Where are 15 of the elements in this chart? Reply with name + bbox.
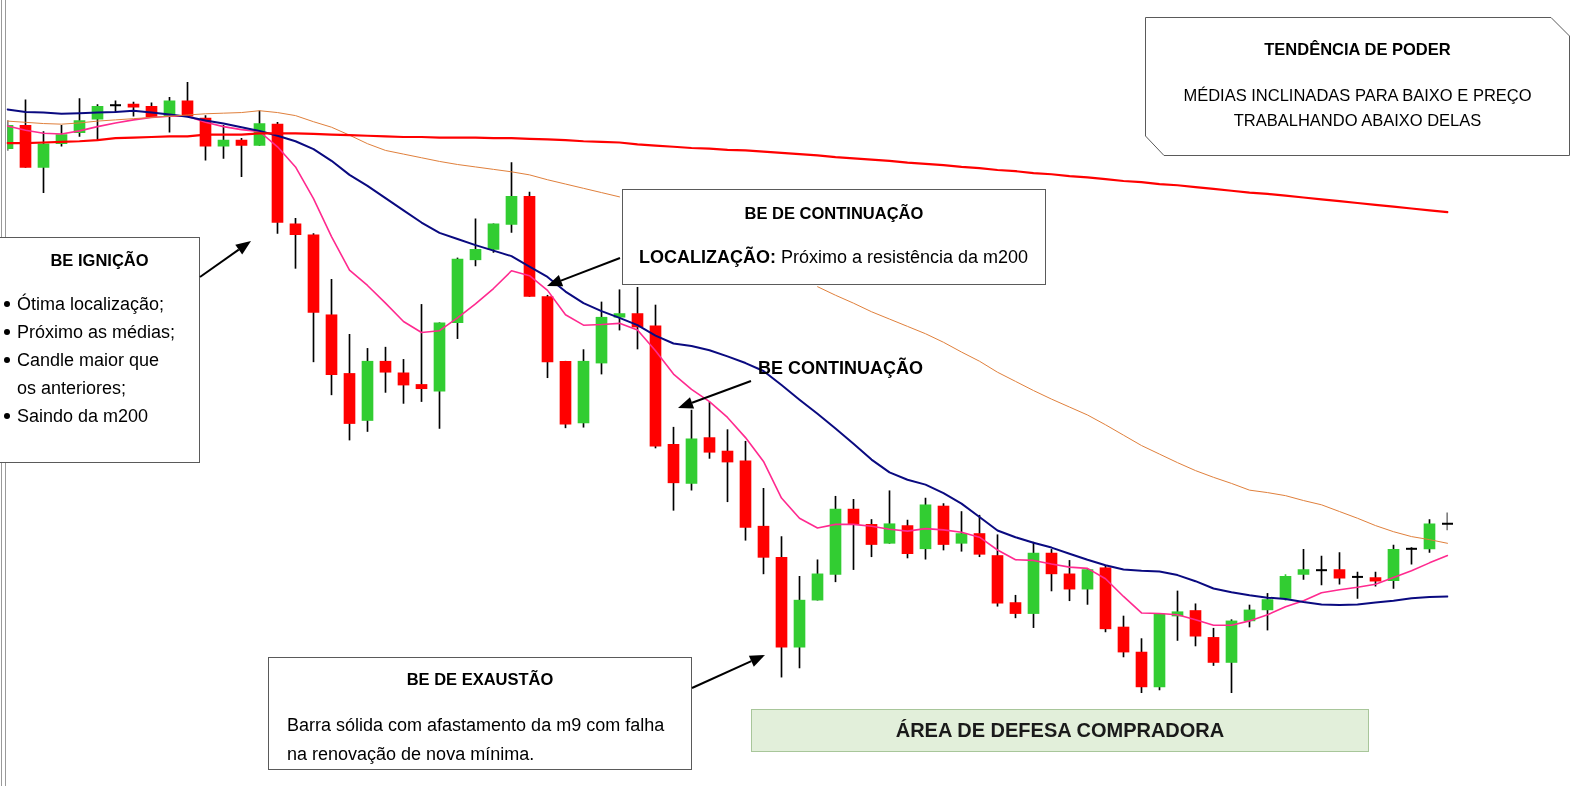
annotation: BE CONTINUAÇÃO [758, 358, 923, 378]
text-box: BE DE CONTINUAÇÃO LOCALIZAÇÃO: Próximo a resistência da m200 [622, 189, 1046, 285]
annotation: Candle maior que os anteriores; [17, 350, 160, 398]
annotation: BE DE EXAUSTÃO [406, 670, 554, 688]
text-box: BE DE EXAUSTÃO Barra sólida com afastamento da m9 com falha na renovação de nova mínima. [268, 657, 692, 770]
annotation: LOCALIZAÇÃO: [639, 247, 776, 267]
text-box: ÁREA DE DEFESA COMPRADORA [751, 709, 1369, 752]
annotation: Ótima localização; [17, 294, 165, 314]
text-box: TENDÊNCIA DE PODER MÉDIAS INCLINADAS PARA BAIXO E PREÇO TRABALHANDO ABAIXO DELAS [1145, 17, 1570, 156]
annotation: BE DE CONTINUAÇÃO [744, 204, 924, 222]
annotation: BE IGNIÇÃO [50, 251, 149, 269]
annotation: Próximo a resistência da m200 [781, 247, 1029, 267]
annotation: MÉDIAS INCLINADAS PARA BAIXO E PREÇO TRABALHANDO ABAIXO DELAS [1183, 86, 1532, 129]
annotation: Saindo da m200 [17, 406, 149, 426]
annotation: Próximo as médias; [17, 322, 176, 342]
